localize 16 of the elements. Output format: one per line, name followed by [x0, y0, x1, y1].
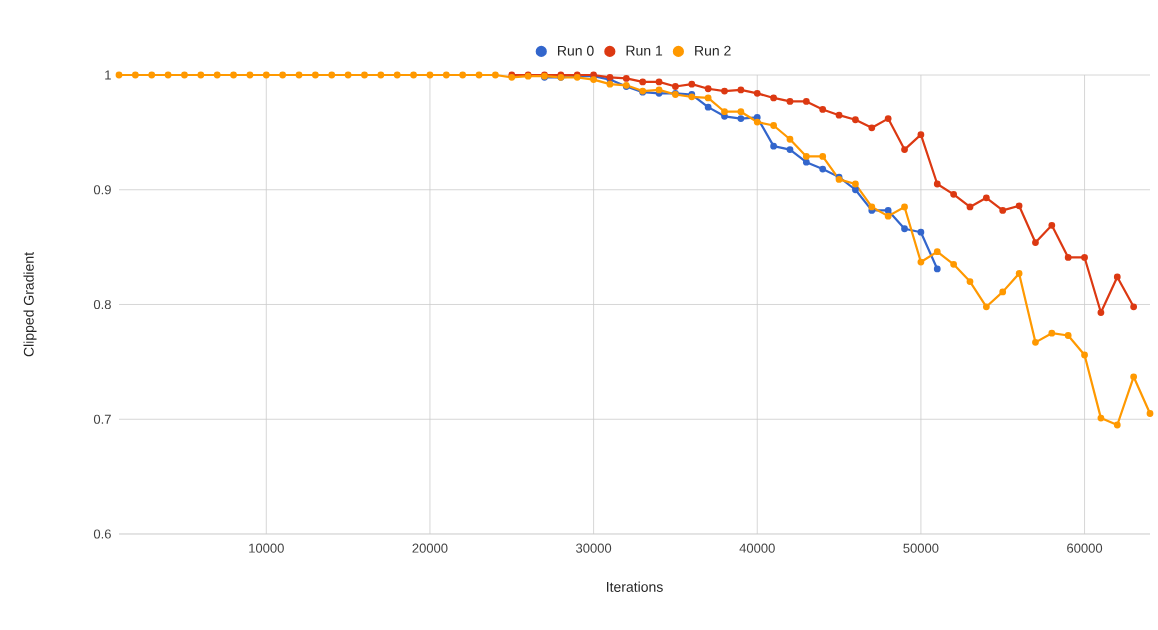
y-tick-label: 0.8 — [93, 299, 111, 310]
y-tick-label: 1 — [105, 70, 111, 80]
x-tick-label: 10000 — [249, 543, 284, 553]
legend-label: Run 1 — [626, 45, 663, 56]
y-tick-label: 0.6 — [93, 529, 111, 539]
legend-label: Run 0 — [558, 45, 594, 56]
x-tick-label: 30000 — [576, 543, 612, 553]
x-axis-title: Iterations — [607, 581, 663, 592]
y-tick-label: 0.7 — [93, 414, 111, 424]
x-tick-label: 50000 — [903, 543, 939, 553]
legend-label: Run 2 — [695, 45, 731, 56]
x-tick-label: 40000 — [739, 543, 775, 553]
y-axis-title: Clipped Gradient — [23, 252, 37, 357]
y-tick-label: 0.9 — [93, 185, 111, 195]
x-tick-label: 60000 — [1067, 543, 1103, 553]
x-tick-label: 20000 — [412, 543, 448, 553]
